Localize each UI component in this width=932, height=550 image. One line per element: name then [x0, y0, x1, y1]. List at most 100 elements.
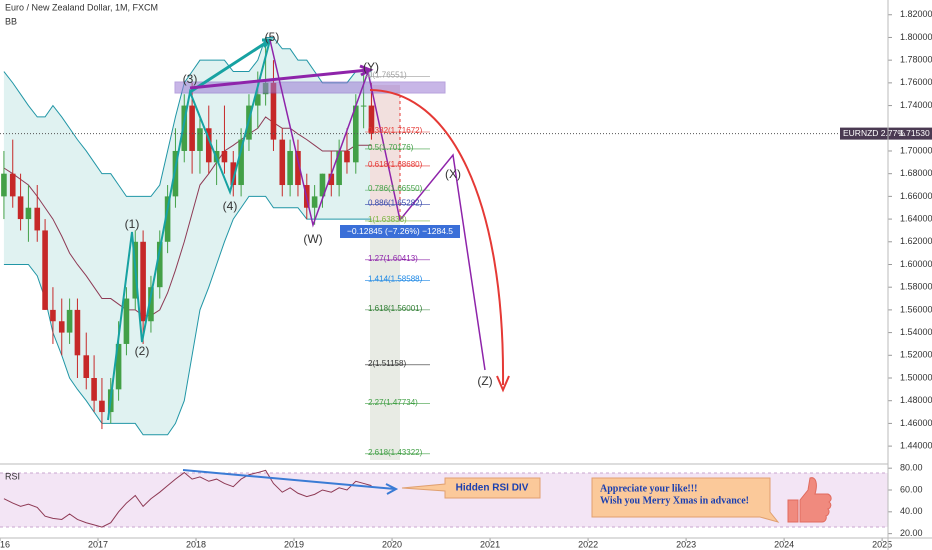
- y-tick-label: 1.62000: [900, 236, 932, 246]
- y-tick-label: 1.66000: [900, 191, 932, 201]
- candle-body: [238, 139, 244, 186]
- fib-label: 0.618(1.68680): [368, 160, 423, 169]
- wave-teal: [107, 39, 271, 421]
- candle-body: [140, 241, 146, 322]
- fib-label: 0(1.76551): [368, 71, 407, 80]
- bb-basis: [3, 116, 372, 317]
- y-tick-label: 1.50000: [900, 372, 932, 382]
- measure-box: [340, 225, 460, 238]
- candle-body: [42, 230, 48, 310]
- x-tick-label: 2016: [0, 539, 10, 549]
- trend-purple: [189, 64, 374, 90]
- price-tag: [840, 127, 932, 140]
- fib-label: 2.27(1.47734): [368, 398, 418, 407]
- fib-label: 0.5(1.70176): [368, 143, 414, 152]
- candle-body: [270, 82, 277, 140]
- y-tick-label: 1.74000: [900, 100, 932, 110]
- wave-label: (1): [125, 217, 140, 231]
- wave-label: (4): [223, 199, 238, 213]
- greeting-line: Wish you Merry Xmas in advance!: [600, 495, 749, 506]
- candle-body: [74, 309, 81, 356]
- y-tick-label: 1.58000: [900, 282, 932, 292]
- x-tick-label: 2024: [774, 539, 794, 549]
- fib-label: 0.382(1.71672): [368, 126, 423, 135]
- x-tick-label: 2019: [284, 539, 304, 549]
- bb-lower: [3, 195, 372, 436]
- bb-label: BB: [5, 16, 17, 26]
- candle-body: [91, 378, 97, 401]
- candle-body: [360, 105, 367, 107]
- y-tick-label: 1.70000: [900, 145, 932, 155]
- note-callout: [401, 477, 541, 499]
- rsi-tick-label: 40.00: [900, 506, 923, 516]
- candle-body: [311, 196, 318, 208]
- y-tick-label: 1.56000: [900, 304, 932, 314]
- candle-body: [287, 150, 293, 186]
- wave-label: (2): [135, 344, 150, 358]
- y-tick-label: 1.80000: [900, 32, 932, 42]
- candle-body: [99, 400, 105, 413]
- candle-body: [230, 162, 237, 186]
- fib-label: 2(1.51158): [368, 359, 406, 368]
- candle-body: [172, 150, 179, 197]
- y-tick-label: 1.68000: [900, 168, 932, 178]
- candle-body: [328, 173, 335, 186]
- candle-body: [164, 196, 171, 242]
- x-tick-label: 2021: [480, 539, 500, 549]
- x-tick-label: 2017: [88, 539, 108, 549]
- candle-body: [368, 105, 375, 134]
- red-arc: [369, 89, 505, 386]
- bb-fill: [3, 37, 372, 435]
- rsi-tick-label: 60.00: [900, 484, 923, 494]
- candle-body: [156, 241, 163, 288]
- rsi-note: Hidden RSI DIV: [456, 483, 529, 494]
- measure-label: −0.12845 (−7.26%) −1284.5: [347, 226, 453, 236]
- candle-body: [352, 105, 359, 163]
- candle-body: [17, 196, 24, 220]
- channel: [174, 81, 446, 94]
- last-price-label: 1.71530: [899, 128, 930, 138]
- chart-title: Euro / New Zealand Dollar, 1M, FXCM: [5, 2, 158, 12]
- fib-label: 1.618(1.56001): [368, 304, 423, 313]
- fib-label: 1(1.63838): [368, 215, 407, 224]
- x-tick-label: 2022: [578, 539, 598, 549]
- candle-body: [34, 207, 41, 231]
- rsi-line: [3, 469, 372, 528]
- candle-body: [319, 173, 326, 197]
- bb-upper: [3, 36, 372, 197]
- y-tick-label: 1.64000: [900, 213, 932, 223]
- thumbs-up: [787, 477, 832, 523]
- symbol-tag: EURNZD 2.77%: [843, 128, 905, 138]
- candle-body: [254, 94, 261, 106]
- candle-body: [1, 173, 7, 197]
- candle-body: [50, 309, 56, 322]
- wave-label: (3): [183, 72, 198, 86]
- candle-body: [344, 150, 350, 163]
- candle-body: [25, 207, 32, 220]
- rsi-tick-label: 20.00: [900, 528, 923, 538]
- wave-label: (X): [445, 167, 461, 181]
- fib-label: 0.886(1.65282): [368, 199, 423, 208]
- y-tick-label: 1.46000: [900, 418, 932, 428]
- greeting-line: Appreciate your like!!!: [600, 483, 697, 494]
- y-tick-label: 1.44000: [900, 440, 932, 450]
- candle-body: [123, 298, 130, 344]
- x-tick-label: 2018: [186, 539, 206, 549]
- y-tick-label: 1.82000: [900, 9, 932, 19]
- wave-purple: [269, 39, 486, 371]
- candle-body: [205, 128, 212, 163]
- candle-body: [336, 150, 342, 186]
- candle-body: [9, 173, 16, 197]
- fib-label: 2.618(1.43322): [368, 448, 423, 457]
- wave-label: (5): [265, 30, 280, 44]
- y-tick-label: 1.76000: [900, 77, 932, 87]
- rsi-tick-label: 80.00: [900, 463, 923, 473]
- fib-label: 0.786(1.66550): [368, 184, 423, 193]
- y-tick-label: 1.48000: [900, 395, 932, 405]
- candle-body: [83, 355, 90, 378]
- candle-body: [197, 128, 203, 151]
- x-tick-label: 2020: [382, 539, 402, 549]
- candle-body: [221, 150, 228, 163]
- wave-label: (W): [303, 232, 322, 246]
